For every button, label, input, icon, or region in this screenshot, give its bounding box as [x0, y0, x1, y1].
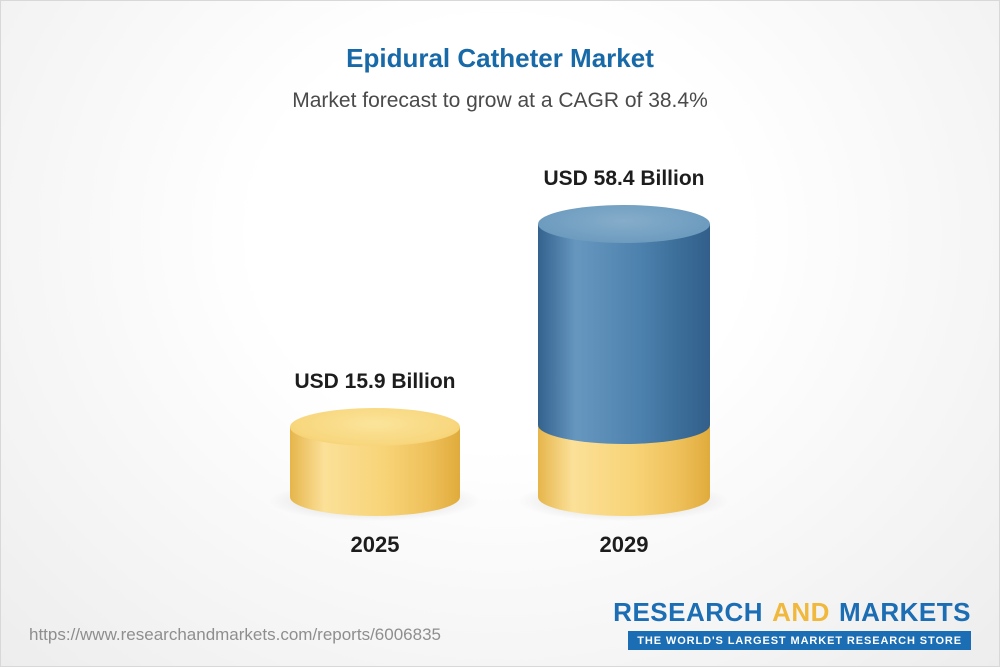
category-label-2025: 2025	[350, 532, 400, 557]
chart-subtitle: Market forecast to grow at a CAGR of 38.…	[292, 89, 708, 112]
logo-wordmark: RESEARCH AND MARKETS	[613, 597, 971, 628]
research-and-markets-logo: RESEARCH AND MARKETS THE WORLD'S LARGEST…	[613, 597, 971, 650]
category-label-2029: 2029	[599, 532, 649, 557]
logo-word-and: AND	[772, 597, 830, 627]
page-title: Epidural Catheter Market	[346, 43, 654, 73]
bar-2029-top	[538, 205, 710, 243]
bar-2029	[538, 205, 710, 516]
logo-tagline: THE WORLD'S LARGEST MARKET RESEARCH STOR…	[628, 631, 971, 650]
bar-2029-growth-segment	[538, 224, 710, 444]
value-label-2029: USD 58.4 Billion	[543, 167, 705, 190]
value-label-2025: USD 15.9 Billion	[294, 370, 456, 393]
bar-2025	[290, 408, 460, 516]
logo-word-markets: MARKETS	[838, 597, 971, 627]
logo-word-research: RESEARCH	[613, 597, 764, 627]
bar-2025-top	[290, 408, 460, 446]
report-url[interactable]: https://www.researchandmarkets.com/repor…	[29, 625, 441, 644]
